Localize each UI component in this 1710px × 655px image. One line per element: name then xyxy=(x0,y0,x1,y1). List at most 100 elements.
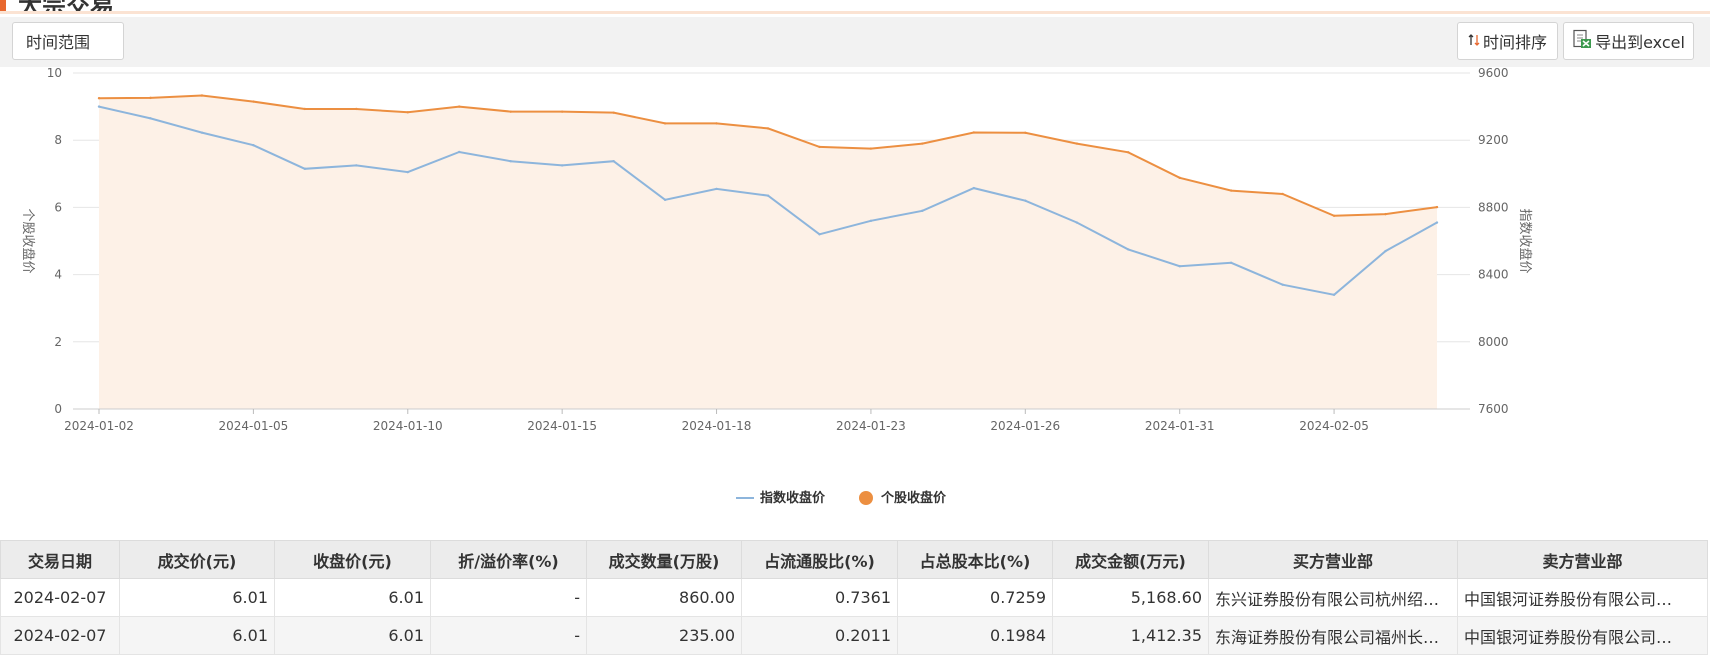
table-cell: 6.01 xyxy=(119,578,275,617)
index-point xyxy=(972,186,976,190)
stock-point xyxy=(406,111,409,114)
table-cell: 中国银河证券股份有限公司… xyxy=(1457,578,1708,617)
x-tick-label: 2024-01-26 xyxy=(990,419,1060,433)
table-cell: 860.00 xyxy=(586,578,742,617)
index-point xyxy=(1229,261,1233,265)
export-excel-label: 导出到excel xyxy=(1595,33,1685,52)
y-tick-right: 8400 xyxy=(1478,268,1509,282)
table-cell: - xyxy=(430,578,587,617)
chart-lines xyxy=(97,94,1439,296)
stock-point xyxy=(97,97,101,100)
stock-point xyxy=(1229,189,1233,192)
chart-legend[interactable]: 指数收盘价 个股收盘价 xyxy=(736,490,947,506)
table-cell: 5,168.60 xyxy=(1052,578,1209,617)
stock-point xyxy=(252,100,255,103)
stock-point xyxy=(1127,151,1130,154)
table-row[interactable]: 2024-02-07 6.01 6.01-860.00 0.7361 0.7259 5,1… xyxy=(0,578,1708,617)
table-cell: 6.01 xyxy=(274,616,431,655)
table-row[interactable]: 2024-02-07 6.01 6.01-235.00 0.2011 0.1984 1,4… xyxy=(0,616,1708,655)
y-tick-left: 10 xyxy=(47,67,62,80)
stock-point xyxy=(1384,212,1387,216)
table-cell: 1,412.35 xyxy=(1052,616,1209,655)
x-tick-label: 2024-01-23 xyxy=(836,419,906,433)
index-point xyxy=(663,198,667,202)
column-header[interactable]: 占流通股比(%) xyxy=(741,540,898,579)
table-cell: 6.01 xyxy=(274,578,431,617)
index-point xyxy=(560,164,564,167)
index-point xyxy=(921,209,924,212)
table-header-row: 交易日期 成交价(元) 收盘价(元) 折/溢价率(%) 成交数量(万股) 占流通股比(%)… xyxy=(0,540,1708,579)
x-tick-label: 2024-02-05 xyxy=(1299,419,1369,433)
toolbar: 时间范围 时间排序 导出到excel xyxy=(0,17,1710,67)
y-tick-right: 8800 xyxy=(1478,200,1509,214)
index-point xyxy=(1384,249,1387,253)
column-header[interactable]: 成交价(元) xyxy=(119,540,275,579)
index-point xyxy=(406,170,409,174)
time-sort-label: 时间排序 xyxy=(1482,33,1547,52)
stock-point xyxy=(200,94,204,97)
index-point xyxy=(252,144,255,147)
index-point xyxy=(97,105,101,108)
index-point xyxy=(1024,199,1027,202)
table-cell: 东兴证券股份有限公司杭州绍… xyxy=(1208,578,1458,617)
column-header[interactable]: 占总股本比(%) xyxy=(897,540,1053,579)
y-tick-left: 4 xyxy=(54,268,62,282)
table-cell: 235.00 xyxy=(586,616,742,655)
stock-area xyxy=(99,95,1437,409)
table-cell: 2024-02-07 xyxy=(0,616,120,655)
x-tick-label: 2024-01-18 xyxy=(682,419,752,433)
stock-point xyxy=(663,122,667,125)
index-point xyxy=(612,160,615,163)
index-point xyxy=(303,167,307,170)
legend-stock-swatch xyxy=(859,491,873,505)
x-tick-label: 2024-01-05 xyxy=(219,419,289,433)
chart-area xyxy=(99,95,1437,409)
index-point xyxy=(1435,221,1439,224)
stock-point xyxy=(818,145,821,149)
y-axis-title-right: 指数收盘价 xyxy=(1517,208,1533,273)
stock-point xyxy=(560,110,564,113)
index-point xyxy=(200,131,204,134)
stock-point xyxy=(509,110,512,113)
column-header[interactable]: 折/溢价率(%) xyxy=(430,540,587,579)
section-header: 大宗交易 xyxy=(0,0,1710,14)
index-point xyxy=(355,164,358,167)
stock-point xyxy=(766,127,770,130)
column-header[interactable]: 成交金额(万元) xyxy=(1052,540,1209,579)
y-tick-right: 9200 xyxy=(1478,133,1509,147)
table-cell: 0.2011 xyxy=(741,616,898,655)
time-range-label: 时间范围 xyxy=(26,33,91,52)
column-header[interactable]: 收盘价(元) xyxy=(274,540,431,579)
index-point xyxy=(458,150,461,154)
table-cell: 6.01 xyxy=(119,616,275,655)
column-header[interactable]: 买方营业部 xyxy=(1208,540,1458,579)
column-header[interactable]: 卖方营业部 xyxy=(1457,540,1708,579)
y-tick-left: 8 xyxy=(54,133,62,147)
y-tick-right: 7600 xyxy=(1478,402,1509,416)
stock-point xyxy=(303,107,307,111)
stock-point xyxy=(1024,131,1027,135)
stock-point xyxy=(458,105,461,108)
stock-point xyxy=(149,96,152,100)
x-tick-label: 2024-01-15 xyxy=(527,419,597,433)
column-header[interactable]: 成交数量(万股) xyxy=(586,540,742,579)
time-sort-button[interactable]: 时间排序 xyxy=(1457,22,1558,60)
index-point xyxy=(715,187,718,191)
stock-point xyxy=(1332,214,1336,217)
stock-point xyxy=(355,107,358,111)
legend-stock-label: 个股收盘价 xyxy=(880,490,947,506)
table-body: 2024-02-07 6.01 6.01-860.00 0.7361 0.7259 5,1… xyxy=(0,578,1708,655)
index-point xyxy=(869,219,873,223)
stock-point xyxy=(869,147,873,150)
export-excel-button[interactable]: 导出到excel xyxy=(1563,22,1694,60)
index-point xyxy=(1178,265,1181,268)
stock-point xyxy=(1435,205,1439,209)
excel-icon xyxy=(1572,29,1592,53)
column-header[interactable]: 交易日期 xyxy=(0,540,120,579)
table-cell: 0.1984 xyxy=(897,616,1053,655)
accent-bar xyxy=(0,0,6,11)
stock-point xyxy=(921,142,924,145)
time-range-button[interactable]: 时间范围 xyxy=(12,22,124,60)
table-cell: 东海证券股份有限公司福州长… xyxy=(1208,616,1458,655)
index-point xyxy=(766,194,770,197)
